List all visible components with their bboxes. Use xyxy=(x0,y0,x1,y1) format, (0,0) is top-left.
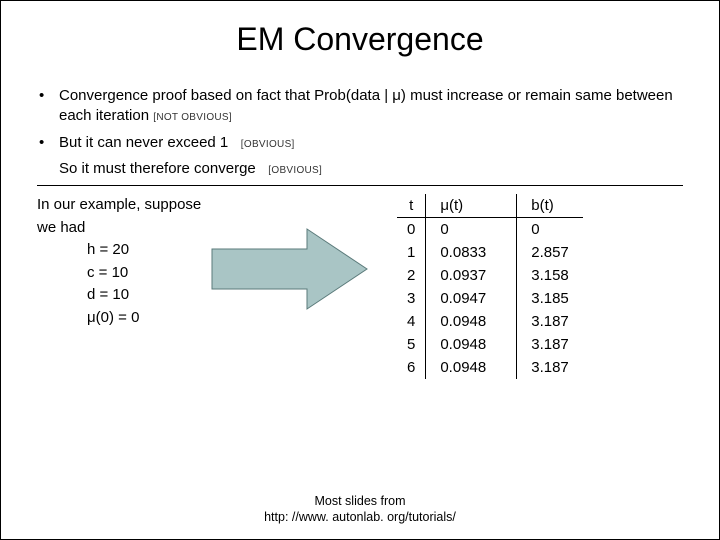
table-container: t μ(t) b(t) 00010.08332.85720.09373.1583… xyxy=(387,194,683,379)
right-arrow-icon xyxy=(207,219,377,319)
example-h: h = 20 xyxy=(87,239,207,262)
bullet-2-tag: [OBVIOUS] xyxy=(241,139,295,150)
header-t: t xyxy=(397,194,426,218)
cell-b: 2.857 xyxy=(517,241,583,264)
bullet-list: Convergence proof based on fact that Pro… xyxy=(1,86,719,179)
cell-b: 3.187 xyxy=(517,333,583,356)
example-mu0: μ(0) = 0 xyxy=(87,307,207,330)
separator-line xyxy=(37,185,683,186)
line-3-tag: [OBVIOUS] xyxy=(268,165,322,176)
line-3: So it must therefore converge [OBVIOUS] xyxy=(59,159,677,179)
table-row: 20.09373.158 xyxy=(397,264,583,287)
cell-t: 2 xyxy=(397,264,426,287)
cell-b: 3.187 xyxy=(517,310,583,333)
bullet-1: Convergence proof based on fact that Pro… xyxy=(59,86,677,127)
cell-b: 0 xyxy=(517,218,583,242)
table-row: 40.09483.187 xyxy=(397,310,583,333)
bullet-1-text: Convergence proof based on fact that Pro… xyxy=(59,87,673,124)
cell-t: 0 xyxy=(397,218,426,242)
table-row: 000 xyxy=(397,218,583,242)
table-row: 60.09483.187 xyxy=(397,356,583,379)
cell-mu: 0.0833 xyxy=(426,241,517,264)
cell-t: 6 xyxy=(397,356,426,379)
cell-b: 3.187 xyxy=(517,356,583,379)
footer-line-2: http: //www. autonlab. org/tutorials/ xyxy=(1,509,719,525)
table-row: 10.08332.857 xyxy=(397,241,583,264)
cell-mu: 0.0948 xyxy=(426,333,517,356)
cell-t: 3 xyxy=(397,287,426,310)
example-d: d = 10 xyxy=(87,284,207,307)
arrow-shape xyxy=(212,229,367,309)
cell-b: 3.158 xyxy=(517,264,583,287)
bullet-2: But it can never exceed 1 [OBVIOUS] xyxy=(59,133,677,153)
cell-mu: 0.0948 xyxy=(426,356,517,379)
footer: Most slides from http: //www. autonlab. … xyxy=(1,493,719,526)
cell-b: 3.185 xyxy=(517,287,583,310)
table-row: 30.09473.185 xyxy=(397,287,583,310)
lower-panel: In our example, suppose we had h = 20 c … xyxy=(1,194,719,379)
table-row: 50.09483.187 xyxy=(397,333,583,356)
line-3-text: So it must therefore converge xyxy=(59,160,256,177)
cell-mu: 0 xyxy=(426,218,517,242)
header-b: b(t) xyxy=(517,194,583,218)
cell-mu: 0.0947 xyxy=(426,287,517,310)
convergence-table: t μ(t) b(t) 00010.08332.85720.09373.1583… xyxy=(397,194,583,379)
cell-t: 1 xyxy=(397,241,426,264)
header-mu: μ(t) xyxy=(426,194,517,218)
footer-line-1: Most slides from xyxy=(1,493,719,509)
arrow-container xyxy=(207,194,387,324)
cell-t: 4 xyxy=(397,310,426,333)
table-header-row: t μ(t) b(t) xyxy=(397,194,583,218)
cell-t: 5 xyxy=(397,333,426,356)
cell-mu: 0.0937 xyxy=(426,264,517,287)
bullet-2-text: But it can never exceed 1 xyxy=(59,134,228,151)
example-intro: In our example, suppose we had xyxy=(37,194,207,239)
slide-container: EM Convergence Convergence proof based o… xyxy=(0,0,720,540)
bullet-1-tag: [NOT OBVIOUS] xyxy=(153,112,232,123)
slide-title: EM Convergence xyxy=(1,21,719,58)
cell-mu: 0.0948 xyxy=(426,310,517,333)
example-c: c = 10 xyxy=(87,262,207,285)
example-text: In our example, suppose we had h = 20 c … xyxy=(37,194,207,329)
